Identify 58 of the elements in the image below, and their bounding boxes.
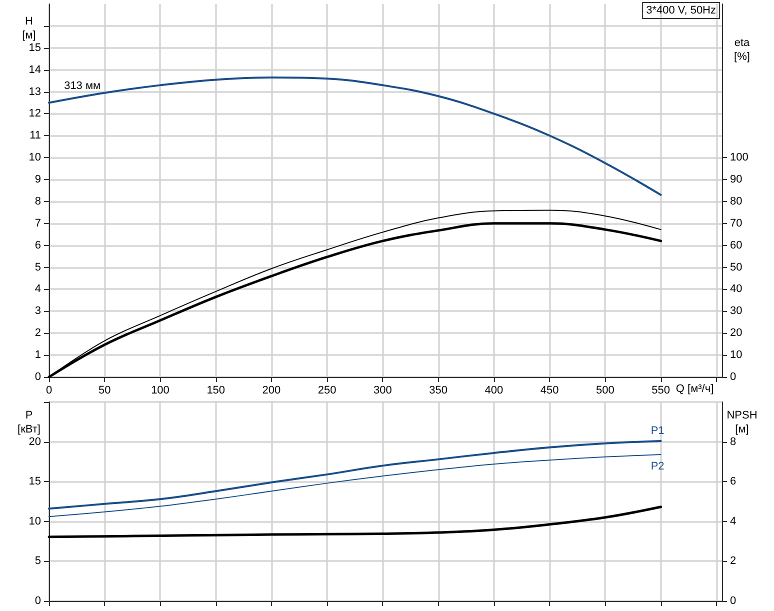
y2-tick-label: 8 <box>730 436 736 448</box>
y-tick-label: 10 <box>28 515 41 528</box>
y2-tick-label: 40 <box>730 283 742 296</box>
y-tick-label: 5 <box>34 261 41 274</box>
y-tick-label: 15 <box>28 42 41 54</box>
y-tick-label: 14 <box>28 64 41 76</box>
x-tick-label: 500 <box>596 384 614 396</box>
y2-tick-label: 30 <box>730 305 742 318</box>
y-tick-label: 5 <box>34 555 41 568</box>
x-tick-label: 450 <box>540 384 559 396</box>
x-axis-title: Q [м³/ч] <box>676 383 714 395</box>
y2-tick-label: 0 <box>730 595 736 607</box>
x-tick-label: 350 <box>429 384 448 396</box>
y2-tick-label: 100 <box>730 152 748 164</box>
y2-tick-label: 2 <box>730 555 736 568</box>
y-tick-label: 11 <box>30 130 41 142</box>
y-tick-label: 10 <box>28 152 41 164</box>
series-label: P2 <box>650 460 664 473</box>
y2-tick-label: 20 <box>730 327 742 340</box>
y2-tick-label: 0 <box>730 371 736 383</box>
y-tick-label: 2 <box>34 327 41 340</box>
y-tick-label: 0 <box>34 371 41 383</box>
y-tick-label: 13 <box>28 86 41 98</box>
y2-tick-label: 4 <box>730 515 736 528</box>
y2-tick-label: 6 <box>730 476 736 488</box>
y-tick-label: 4 <box>34 283 41 296</box>
y-tick-label: 3 <box>34 305 41 318</box>
y-tick-label: 8 <box>34 195 41 208</box>
y2-axis-title: eta [%] <box>734 37 751 63</box>
x-tick-label: 400 <box>484 384 504 396</box>
y-tick-label: 20 <box>28 436 41 448</box>
y-tick-label: 6 <box>34 239 41 252</box>
x-tick-label: 300 <box>374 384 392 396</box>
series-label: P1 <box>650 425 664 438</box>
y2-tick-label: 10 <box>730 349 742 362</box>
y-tick-label: 15 <box>28 476 41 488</box>
x-tick-label: 250 <box>318 384 336 396</box>
x-tick-label: 550 <box>652 384 670 396</box>
y2-tick-label: 50 <box>730 261 742 274</box>
y-tick-label: 0 <box>34 595 41 607</box>
y2-tick-label: 70 <box>730 217 742 230</box>
chart-title: 3*400 V, 50Hz <box>646 4 716 16</box>
y2-tick-label: 90 <box>730 174 742 186</box>
y2-tick-label: 80 <box>730 195 742 208</box>
series-label: 313 мм <box>64 80 101 92</box>
y-axis-title: P [кВт] <box>18 409 40 436</box>
y2-tick-label: 60 <box>730 239 742 252</box>
x-tick-label: 150 <box>206 384 226 396</box>
x-tick-label: 200 <box>262 384 281 396</box>
y-axis-title: H [м] <box>22 15 36 42</box>
y2-axis-title: NPSH [м] <box>726 409 758 436</box>
x-tick-label: 0 <box>46 384 52 396</box>
y-tick-label: 9 <box>34 174 41 186</box>
y-tick-label: 7 <box>34 217 41 230</box>
y-tick-label: 12 <box>28 108 41 120</box>
y-tick-label: 1 <box>34 349 41 362</box>
x-tick-label: 100 <box>151 384 170 396</box>
x-tick-label: 50 <box>98 384 111 396</box>
